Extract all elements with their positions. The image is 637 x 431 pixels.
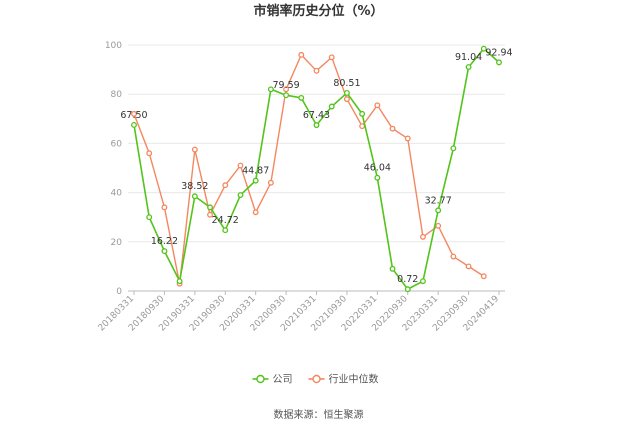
data-point [465,64,472,70]
legend-item-0[interactable]: 公司 [252,374,293,386]
legend-marker [312,374,321,384]
data-label: 92.94 [485,47,512,58]
data-point [207,204,213,211]
data-point [328,54,335,61]
data-point [161,248,168,255]
data-label: 91.04 [455,52,482,63]
data-point [131,121,137,128]
y-tick-label: 60 [111,139,123,149]
data-point [237,162,244,169]
data-point [420,233,426,240]
source-text: 数据来源：恒生聚源 [274,408,364,421]
data-point [207,211,213,218]
data-point [328,103,335,110]
data-point [298,51,305,58]
grid-lines [128,44,505,292]
data-point [465,263,472,270]
data-point [450,253,457,260]
data-point [389,125,396,132]
data-label: 0.72 [397,274,418,285]
data-point [374,102,381,109]
data-point [480,45,487,52]
data-labels: 67.50 16.22 38.52 24.72 44.87 79.59 67.43 80.51… [120,47,512,285]
y-tick-label: 40 [111,189,123,199]
data-label: 67.50 [120,110,147,121]
data-point [161,204,168,211]
data-point [480,273,487,280]
y-tick-label: 0 [116,287,122,297]
data-label: 44.87 [242,166,269,177]
data-point [283,92,290,99]
data-point [283,86,290,93]
data-point [359,123,366,130]
data-point [146,214,153,221]
y-axis: 0 20 40 60 80 100 [105,41,122,297]
data-point [374,174,381,181]
series-line-1 [133,53,485,284]
x-axis: 2018033120180930201903312019093020200331… [97,291,501,334]
data-point [298,94,305,101]
data-label: 32.77 [425,195,452,206]
data-label: 16.22 [151,236,178,247]
data-point [496,59,502,66]
legend-label: 行业中位数 [329,373,379,386]
data-point [389,265,396,272]
plot-area [131,45,502,293]
data-label: 46.04 [364,163,391,174]
data-label: 38.52 [181,181,208,192]
data-point [404,286,411,293]
data-point [435,207,442,214]
chart-title: 市销率历史分位（%） [253,3,383,19]
data-point [313,67,320,74]
data-point [252,177,259,184]
data-point [404,135,411,142]
data-point [176,278,183,285]
data-point [359,110,366,117]
y-tick-label: 80 [111,90,123,100]
data-point [191,146,198,153]
data-label: 24.72 [212,215,239,226]
data-label: 80.51 [333,78,360,89]
series-line-0 [133,47,500,291]
legend-marker [256,374,265,384]
data-point [420,278,426,285]
data-point [267,179,274,186]
data-label: 67.43 [303,110,330,121]
data-point [131,110,137,117]
data-point [146,150,153,157]
y-tick-label: 100 [105,41,122,51]
y-tick-label: 20 [111,238,123,248]
legend-label: 公司 [273,375,293,386]
data-point [313,122,320,129]
data-point [435,222,442,229]
data-point [222,227,229,234]
data-point [222,182,229,189]
legend[interactable]: 公司 行业中位数 [252,373,379,386]
data-point [343,89,350,96]
data-point [267,86,274,93]
data-point [237,192,244,199]
data-point [252,209,259,216]
data-point [450,145,457,152]
data-label: 79.59 [272,80,299,91]
data-point [191,193,198,200]
legend-item-1[interactable]: 行业中位数 [308,373,379,386]
data-point [343,96,350,103]
